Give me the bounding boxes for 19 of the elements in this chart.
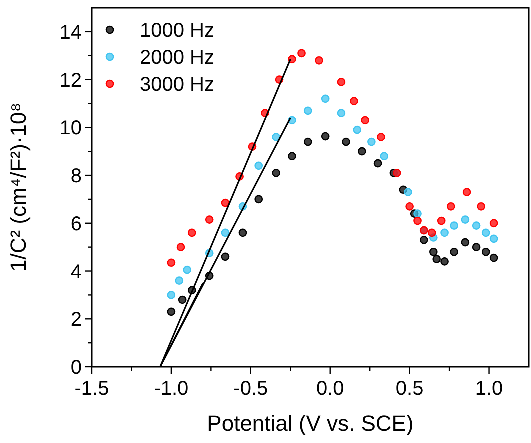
legend-label: 2000 Hz (140, 47, 214, 69)
x-tick-label: -1.0 (154, 378, 189, 400)
y-tick-label: 8 (70, 166, 82, 188)
y-tick-label: 10 (60, 118, 82, 140)
legend-label: 1000 Hz (140, 20, 214, 42)
y-tick-label: 4 (70, 261, 82, 284)
x-tick-label: 0.5 (396, 378, 424, 400)
y-tick-label: 6 (70, 213, 82, 236)
legend-label: 3000 Hz (140, 74, 214, 96)
x-tick-label: -0.5 (234, 378, 268, 400)
y-tick-label: 14 (60, 22, 82, 44)
y-axis-title: 1/C² (cm⁴/F²)·10⁸ (6, 102, 31, 272)
x-axis-title: Potential (V vs. SCE) (207, 411, 414, 436)
x-tick-label: 1.0 (475, 378, 504, 400)
x-tick-label: 0.0 (316, 378, 344, 400)
y-tick-label: 0 (70, 357, 82, 379)
y-tick-label: 2 (70, 309, 82, 332)
x-tick-label: -1.5 (74, 378, 110, 400)
y-tick-label: 12 (60, 70, 82, 92)
